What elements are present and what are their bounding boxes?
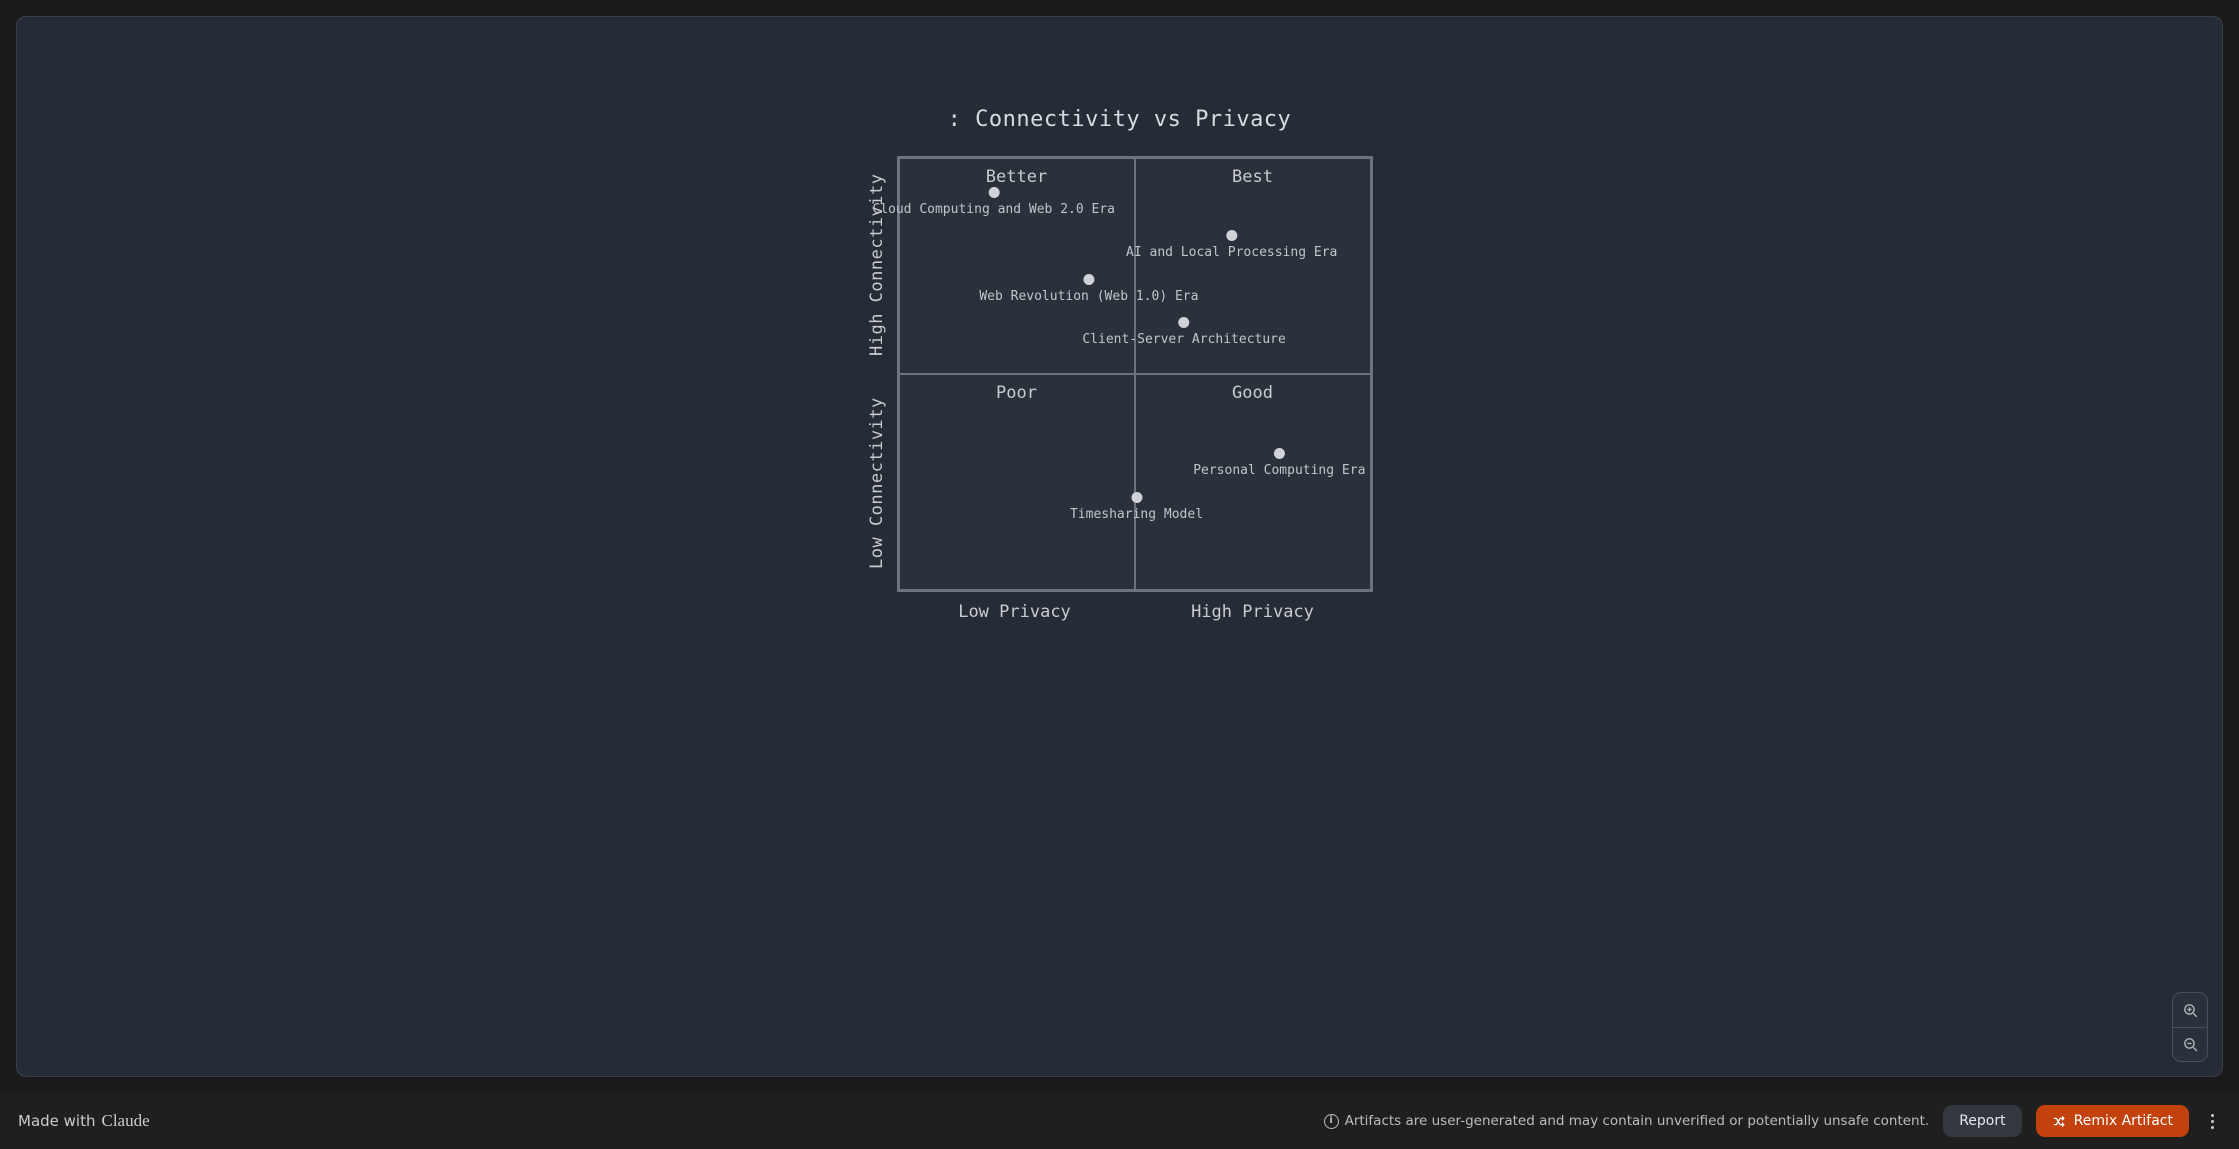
quadrant-top-left: Better [899, 158, 1135, 374]
quadrant-label-poor: Poor [900, 383, 1134, 403]
shuffle-icon [2052, 1114, 2067, 1129]
y-axis-low-label: Low Connectivity [867, 374, 887, 592]
chart-body-row: High Connectivity Low Connectivity Bette… [867, 156, 1373, 592]
quadrant-bottom-right: Good [1135, 374, 1371, 590]
zoom-in-button[interactable] [2173, 993, 2207, 1027]
quadrant-label-best: Best [1136, 167, 1370, 187]
x-axis-low-label: Low Privacy [896, 602, 1134, 622]
chart-title: : Connectivity vs Privacy [948, 107, 1292, 132]
made-with-prefix: Made with [18, 1112, 95, 1130]
quadrant-bottom-left: Poor [899, 374, 1135, 590]
chart-container: : Connectivity vs Privacy High Connectiv… [17, 17, 2222, 1076]
y-axis: High Connectivity Low Connectivity [867, 156, 887, 592]
footer-bar: Made with Claude i Artifacts are user-ge… [0, 1093, 2239, 1149]
quadrant-top-right: Best [1135, 158, 1371, 374]
quadrant-chart: : Connectivity vs Privacy High Connectiv… [867, 107, 1373, 622]
y-axis-high-label: High Connectivity [867, 156, 887, 374]
disclaimer: i Artifacts are user-generated and may c… [1324, 1113, 1930, 1129]
report-button[interactable]: Report [1943, 1105, 2021, 1137]
disclaimer-text: Artifacts are user-generated and may con… [1345, 1113, 1930, 1129]
zoom-controls [2172, 992, 2208, 1062]
x-axis-high-label: High Privacy [1134, 602, 1372, 622]
artifact-canvas: : Connectivity vs Privacy High Connectiv… [16, 16, 2223, 1077]
remix-artifact-button[interactable]: Remix Artifact [2036, 1105, 2189, 1137]
report-button-label: Report [1959, 1113, 2005, 1129]
more-menu-button[interactable] [2203, 1108, 2221, 1135]
made-with-claude[interactable]: Made with Claude [18, 1111, 150, 1131]
made-with-brand: Claude [101, 1111, 149, 1131]
x-axis: Low Privacy High Privacy [896, 602, 1372, 622]
info-icon: i [1324, 1114, 1339, 1129]
quadrant-label-better: Better [900, 167, 1134, 187]
zoom-out-icon [2182, 1036, 2199, 1053]
zoom-in-icon [2182, 1002, 2199, 1019]
quadrant-label-good: Good [1136, 383, 1370, 403]
zoom-out-button[interactable] [2173, 1027, 2207, 1061]
quadrant-grid: Better Best Poor Good Cloud Computing an… [897, 156, 1373, 592]
remix-button-label: Remix Artifact [2074, 1113, 2173, 1129]
app-root: : Connectivity vs Privacy High Connectiv… [0, 0, 2239, 1149]
